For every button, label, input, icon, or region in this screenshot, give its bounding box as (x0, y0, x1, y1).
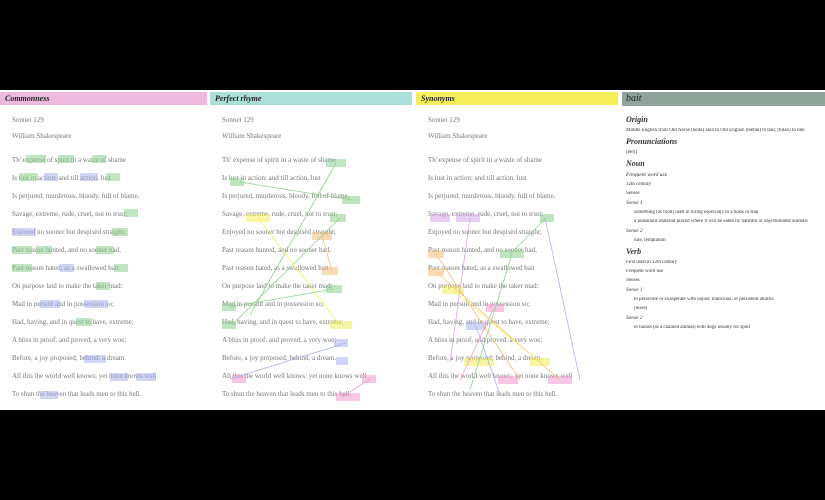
section-heading: Origin (626, 115, 648, 124)
dictionary-panel: bait Origin Middle English from Old Nors… (622, 90, 825, 410)
sense-heading: Sense 1 (626, 200, 643, 206)
poem-line: Mad in pursuit and in possession so; (12, 300, 114, 308)
origin-text: Middle English from Old Norse (beita) ak… (626, 128, 805, 133)
poem-line: All this the world well knows; yet none … (222, 372, 367, 380)
poem-line: Is lust in action; and till action, lust (12, 174, 111, 182)
poem-line: Is perjured, murderous, bloody, full of … (222, 192, 350, 200)
dictionary-word: bait (622, 92, 825, 106)
sense-text: to harass (as a chained animal) with dog… (634, 325, 751, 330)
section-heading: Noun (626, 159, 645, 168)
poem-line: Savage, extreme, rude, cruel, not to tru… (222, 210, 338, 218)
poem-line: Before, a joy proposed; behind, a dream. (12, 354, 127, 362)
panel-header: Synonyms (416, 92, 618, 105)
poem-line: To shun the heaven that leads men to thi… (12, 390, 142, 398)
sense-heading: Sense 2 (626, 228, 643, 234)
links (229, 162, 581, 398)
senses-heading: Senses (626, 278, 640, 283)
senses-heading: Senses (626, 191, 640, 196)
poem-line: Past reason hunted, and no sooner had, (222, 246, 331, 254)
poem-line: All this the world well knows; yet none … (12, 372, 157, 380)
poem-line: Had, having, and in quest to have, extre… (222, 318, 344, 326)
poem-line: Enjoyed no sooner but despisèd straight; (222, 228, 336, 236)
poem-line: Th' expense of spirit in a waste of sham… (428, 156, 543, 164)
poem-line: Is perjured, murderous, bloody, full of … (12, 192, 140, 200)
poem-line: Mad in pursuit and in possession so; (428, 300, 530, 308)
decoration (12, 155, 581, 401)
frequency: Frequent word use (626, 269, 664, 274)
poem-line: Is perjured, murderous, bloody, full of … (428, 192, 556, 200)
poem-line: Past reason hated, as a swallowed bait (428, 264, 535, 272)
poem-title: Sonnet 129 (428, 116, 460, 124)
poem-author: William Shakespeare (12, 132, 72, 140)
sense-heading: Sense 1 (626, 287, 643, 293)
poem-line: On purpose laid to make the taker mad: (12, 282, 123, 290)
poem-panel: Perfect rhyme Sonnet 129 William Shakespea… (210, 90, 412, 410)
section-heading: Pronunciations (626, 137, 678, 146)
poem-line: Past reason hunted, and no sooner had, (428, 246, 537, 254)
poem-line: On purpose laid to make the taker mad: (428, 282, 539, 290)
poem-line: Enjoyed no sooner but despisèd straight; (428, 228, 542, 236)
poem-line: Th' expense of spirit in a waste of sham… (222, 156, 337, 164)
poem-line: Savage, extreme, rude, cruel, not to tru… (12, 210, 128, 218)
poem-line: Had, having, and in quest to have, extre… (428, 318, 550, 326)
poem-line: Enjoyed no sooner but despisèd straight; (12, 228, 126, 236)
poem-line: Had, having, and in quest to have, extre… (12, 318, 134, 326)
poem-author: William Shakespeare (428, 132, 488, 140)
pronunciation: [beɪt] (626, 150, 637, 155)
first-use: 12th century (626, 182, 652, 187)
poem-line: Before, a joy proposed; behind, a dream. (222, 354, 337, 362)
first-use: First used in 12th century (626, 260, 678, 265)
sense-text: something (as food) used in luring espec… (634, 210, 759, 215)
sense-text: [tease] (634, 306, 648, 311)
poem-line: Savage, extreme, rude, cruel, not to tru… (428, 210, 544, 218)
sense-heading: Sense 2 (626, 315, 643, 321)
poem-title: Sonnet 129 (222, 116, 254, 124)
poem-panel: Commonness Sonnet 129 William Shakespeare T… (0, 90, 207, 410)
section-heading: Verb (626, 247, 642, 256)
app: bait Origin Middle English from Old Nors… (0, 90, 825, 410)
highlights (12, 155, 572, 401)
poem-line: Mad in pursuit and in possession so; (222, 300, 324, 308)
panel-header: Commonness (0, 92, 207, 105)
poem-line: To shun the heaven that leads men to thi… (428, 390, 558, 398)
poem-line: On purpose laid to make the taker mad: (222, 282, 333, 290)
poem-line: Is lust in action; and till action, lust (222, 174, 321, 182)
poem-line: Is lust in action; and till action, lust (428, 174, 527, 182)
sense-text: lure, temptation (634, 238, 666, 243)
poem-author: William Shakespeare (222, 132, 282, 140)
poem-line: A bliss in proof, and proved, a very woe… (12, 336, 127, 344)
sense-text: to persecute or exasperate with unjust, … (634, 297, 774, 302)
sense-text: a poisonous material placed where it wil… (634, 219, 808, 224)
poem-line: To shun the heaven that leads men to thi… (222, 390, 352, 398)
panel-header: Perfect rhyme (210, 92, 412, 105)
poem-line: Past reason hunted, and no sooner had, (12, 246, 121, 254)
poem-line: A bliss in proof, and proved, a very woe… (222, 336, 337, 344)
poem-line: Past reason hated, as a swallowed bait (222, 264, 329, 272)
frequency: Frequent word use (626, 172, 668, 178)
poem-title: Sonnet 129 (12, 116, 44, 124)
